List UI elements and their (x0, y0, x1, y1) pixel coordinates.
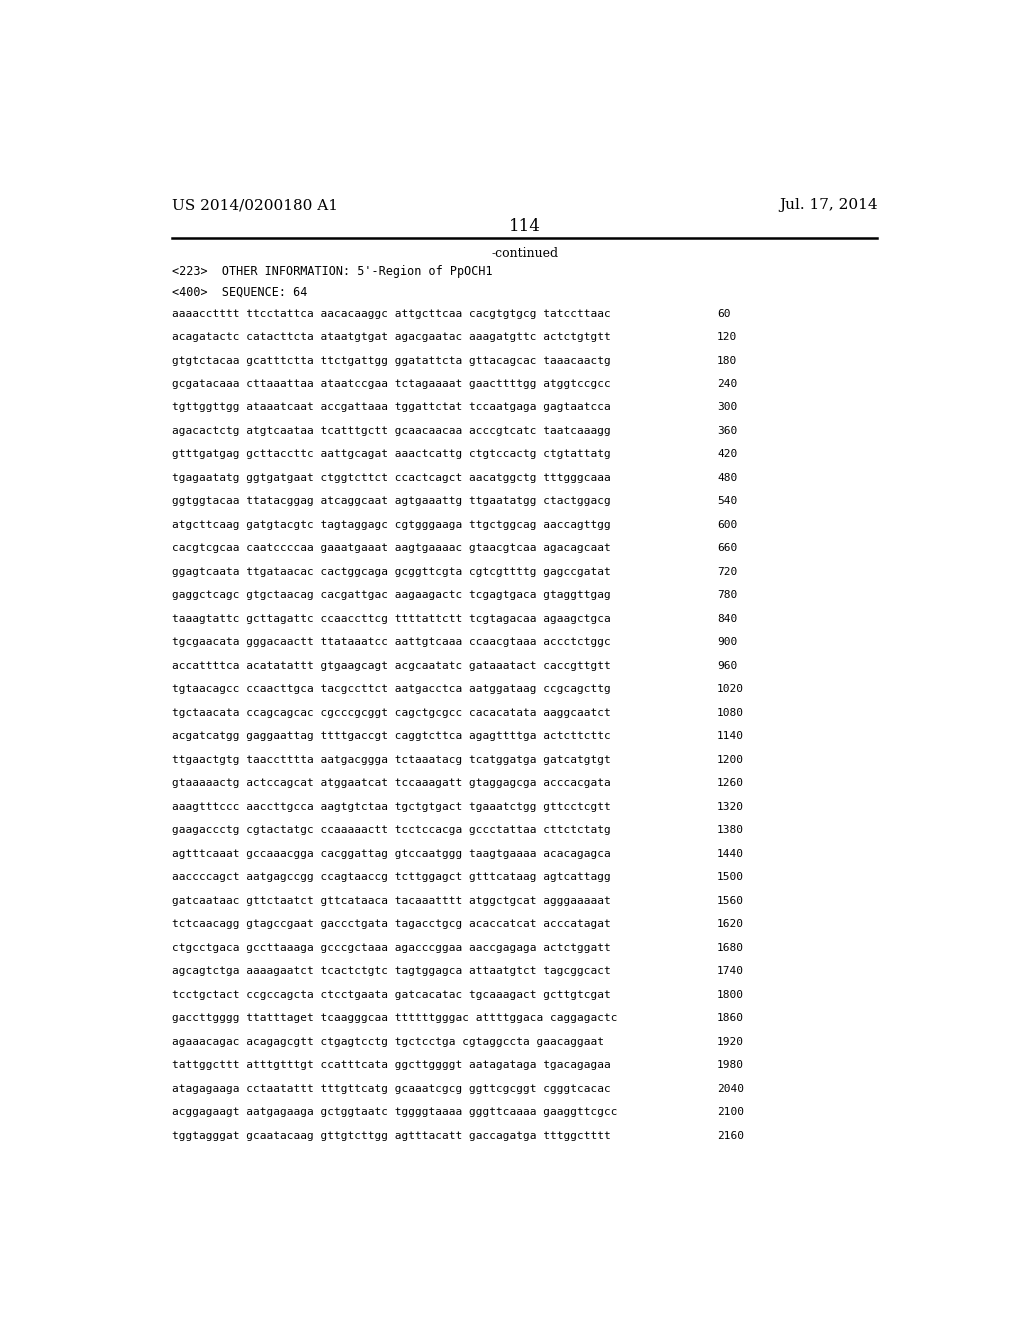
Text: acagatactc catacttcta ataatgtgat agacgaatac aaagatgttc actctgtgtt: acagatactc catacttcta ataatgtgat agacgaa… (172, 333, 611, 342)
Text: tgttggttgg ataaatcaat accgattaaa tggattctat tccaatgaga gagtaatcca: tgttggttgg ataaatcaat accgattaaa tggattc… (172, 403, 611, 412)
Text: 900: 900 (717, 638, 737, 647)
Text: <400>  SEQUENCE: 64: <400> SEQUENCE: 64 (172, 285, 307, 298)
Text: 1860: 1860 (717, 1014, 744, 1023)
Text: 120: 120 (717, 333, 737, 342)
Text: atagagaaga cctaatattt tttgttcatg gcaaatcgcg ggttcgcggt cgggtcacac: atagagaaga cctaatattt tttgttcatg gcaaatc… (172, 1084, 611, 1093)
Text: US 2014/0200180 A1: US 2014/0200180 A1 (172, 198, 338, 213)
Text: ctgcctgaca gccttaaaga gcccgctaaa agacccggaa aaccgagaga actctggatt: ctgcctgaca gccttaaaga gcccgctaaa agacccg… (172, 942, 611, 953)
Text: gcgatacaaa cttaaattaa ataatccgaa tctagaaaat gaacttttgg atggtccgcc: gcgatacaaa cttaaattaa ataatccgaa tctagaa… (172, 379, 611, 389)
Text: 1320: 1320 (717, 801, 744, 812)
Text: 2040: 2040 (717, 1084, 744, 1093)
Text: tgagaatatg ggtgatgaat ctggtcttct ccactcagct aacatggctg tttgggcaaa: tgagaatatg ggtgatgaat ctggtcttct ccactca… (172, 473, 611, 483)
Text: 60: 60 (717, 309, 730, 318)
Text: acggagaagt aatgagaaga gctggtaatc tggggtaaaa gggttcaaaa gaaggttcgcc: acggagaagt aatgagaaga gctggtaatc tggggta… (172, 1107, 617, 1117)
Text: gtgtctacaa gcatttctta ttctgattgg ggatattcta gttacagcac taaacaactg: gtgtctacaa gcatttctta ttctgattgg ggatatt… (172, 355, 611, 366)
Text: cacgtcgcaa caatccccaa gaaatgaaat aagtgaaaac gtaacgtcaa agacagcaat: cacgtcgcaa caatccccaa gaaatgaaat aagtgaa… (172, 544, 611, 553)
Text: 1740: 1740 (717, 966, 744, 975)
Text: aaccccagct aatgagccgg ccagtaaccg tcttggagct gtttcataag agtcattagg: aaccccagct aatgagccgg ccagtaaccg tcttgga… (172, 873, 611, 882)
Text: 1620: 1620 (717, 919, 744, 929)
Text: Jul. 17, 2014: Jul. 17, 2014 (779, 198, 878, 213)
Text: aaaacctttt ttcctattca aacacaaggc attgcttcaa cacgtgtgcg tatccttaac: aaaacctttt ttcctattca aacacaaggc attgctt… (172, 309, 611, 318)
Text: tgcgaacata gggacaactt ttataaatcc aattgtcaaa ccaacgtaaa accctctggc: tgcgaacata gggacaactt ttataaatcc aattgtc… (172, 638, 611, 647)
Text: 2100: 2100 (717, 1107, 744, 1117)
Text: agaaacagac acagagcgtt ctgagtcctg tgctcctga cgtaggccta gaacaggaat: agaaacagac acagagcgtt ctgagtcctg tgctcct… (172, 1036, 604, 1047)
Text: 420: 420 (717, 449, 737, 459)
Text: ggagtcaata ttgataacac cactggcaga gcggttcgta cgtcgttttg gagccgatat: ggagtcaata ttgataacac cactggcaga gcggttc… (172, 566, 611, 577)
Text: tcctgctact ccgccagcta ctcctgaata gatcacatac tgcaaagact gcttgtcgat: tcctgctact ccgccagcta ctcctgaata gatcaca… (172, 990, 611, 999)
Text: acgatcatgg gaggaattag ttttgaccgt caggtcttca agagttttga actcttcttc: acgatcatgg gaggaattag ttttgaccgt caggtct… (172, 731, 611, 742)
Text: agcagtctga aaaagaatct tcactctgtc tagtggagca attaatgtct tagcggcact: agcagtctga aaaagaatct tcactctgtc tagtgga… (172, 966, 611, 975)
Text: 1140: 1140 (717, 731, 744, 742)
Text: gaggctcagc gtgctaacag cacgattgac aagaagactc tcgagtgaca gtaggttgag: gaggctcagc gtgctaacag cacgattgac aagaaga… (172, 590, 611, 601)
Text: 1500: 1500 (717, 873, 744, 882)
Text: -continued: -continued (492, 247, 558, 260)
Text: taaagtattc gcttagattc ccaaccttcg ttttattctt tcgtagacaa agaagctgca: taaagtattc gcttagattc ccaaccttcg ttttatt… (172, 614, 611, 624)
Text: 1020: 1020 (717, 684, 744, 694)
Text: agacactctg atgtcaataa tcatttgctt gcaacaacaa acccgtcatc taatcaaagg: agacactctg atgtcaataa tcatttgctt gcaacaa… (172, 426, 611, 436)
Text: 660: 660 (717, 544, 737, 553)
Text: aaagtttccc aaccttgcca aagtgtctaa tgctgtgact tgaaatctgg gttcctcgtt: aaagtttccc aaccttgcca aagtgtctaa tgctgtg… (172, 801, 611, 812)
Text: 180: 180 (717, 355, 737, 366)
Text: tattggcttt atttgtttgt ccatttcata ggcttggggt aatagataga tgacagagaa: tattggcttt atttgtttgt ccatttcata ggcttgg… (172, 1060, 611, 1071)
Text: 300: 300 (717, 403, 737, 412)
Text: 960: 960 (717, 661, 737, 671)
Text: atgcttcaag gatgtacgtc tagtaggagc cgtgggaaga ttgctggcag aaccagttgg: atgcttcaag gatgtacgtc tagtaggagc cgtggga… (172, 520, 611, 529)
Text: 1560: 1560 (717, 896, 744, 906)
Text: agtttcaaat gccaaacgga cacggattag gtccaatggg taagtgaaaa acacagagca: agtttcaaat gccaaacgga cacggattag gtccaat… (172, 849, 611, 859)
Text: 114: 114 (509, 218, 541, 235)
Text: 1680: 1680 (717, 942, 744, 953)
Text: tgtaacagcc ccaacttgca tacgccttct aatgacctca aatggataag ccgcagcttg: tgtaacagcc ccaacttgca tacgccttct aatgacc… (172, 684, 611, 694)
Text: tctcaacagg gtagccgaat gaccctgata tagacctgcg acaccatcat acccatagat: tctcaacagg gtagccgaat gaccctgata tagacct… (172, 919, 611, 929)
Text: 1440: 1440 (717, 849, 744, 859)
Text: 840: 840 (717, 614, 737, 624)
Text: ttgaactgtg taacctttta aatgacggga tctaaatacg tcatggatga gatcatgtgt: ttgaactgtg taacctttta aatgacggga tctaaat… (172, 755, 611, 764)
Text: gaccttgggg ttatttaget tcaagggcaa ttttttgggac attttggaca caggagactc: gaccttgggg ttatttaget tcaagggcaa ttttttg… (172, 1014, 617, 1023)
Text: accattttca acatatattt gtgaagcagt acgcaatatc gataaatact caccgttgtt: accattttca acatatattt gtgaagcagt acgcaat… (172, 661, 611, 671)
Text: 1380: 1380 (717, 825, 744, 836)
Text: 1920: 1920 (717, 1036, 744, 1047)
Text: gaagaccctg cgtactatgc ccaaaaactt tcctccacga gccctattaa cttctctatg: gaagaccctg cgtactatgc ccaaaaactt tcctcca… (172, 825, 611, 836)
Text: 2160: 2160 (717, 1130, 744, 1140)
Text: 1260: 1260 (717, 779, 744, 788)
Text: 1080: 1080 (717, 708, 744, 718)
Text: 720: 720 (717, 566, 737, 577)
Text: 1800: 1800 (717, 990, 744, 999)
Text: ggtggtacaa ttatacggag atcaggcaat agtgaaattg ttgaatatgg ctactggacg: ggtggtacaa ttatacggag atcaggcaat agtgaaa… (172, 496, 611, 507)
Text: 480: 480 (717, 473, 737, 483)
Text: 780: 780 (717, 590, 737, 601)
Text: <223>  OTHER INFORMATION: 5'-Region of PpOCH1: <223> OTHER INFORMATION: 5'-Region of Pp… (172, 264, 493, 277)
Text: gtaaaaactg actccagcat atggaatcat tccaaagatt gtaggagcga acccacgata: gtaaaaactg actccagcat atggaatcat tccaaag… (172, 779, 611, 788)
Text: 1980: 1980 (717, 1060, 744, 1071)
Text: gtttgatgag gcttaccttc aattgcagat aaactcattg ctgtccactg ctgtattatg: gtttgatgag gcttaccttc aattgcagat aaactca… (172, 449, 611, 459)
Text: tggtagggat gcaatacaag gttgtcttgg agtttacatt gaccagatga tttggctttt: tggtagggat gcaatacaag gttgtcttgg agtttac… (172, 1130, 611, 1140)
Text: 240: 240 (717, 379, 737, 389)
Text: tgctaacata ccagcagcac cgcccgcggt cagctgcgcc cacacatata aaggcaatct: tgctaacata ccagcagcac cgcccgcggt cagctgc… (172, 708, 611, 718)
Text: 600: 600 (717, 520, 737, 529)
Text: 1200: 1200 (717, 755, 744, 764)
Text: gatcaataac gttctaatct gttcataaca tacaaatttt atggctgcat agggaaaaat: gatcaataac gttctaatct gttcataaca tacaaat… (172, 896, 611, 906)
Text: 360: 360 (717, 426, 737, 436)
Text: 540: 540 (717, 496, 737, 507)
